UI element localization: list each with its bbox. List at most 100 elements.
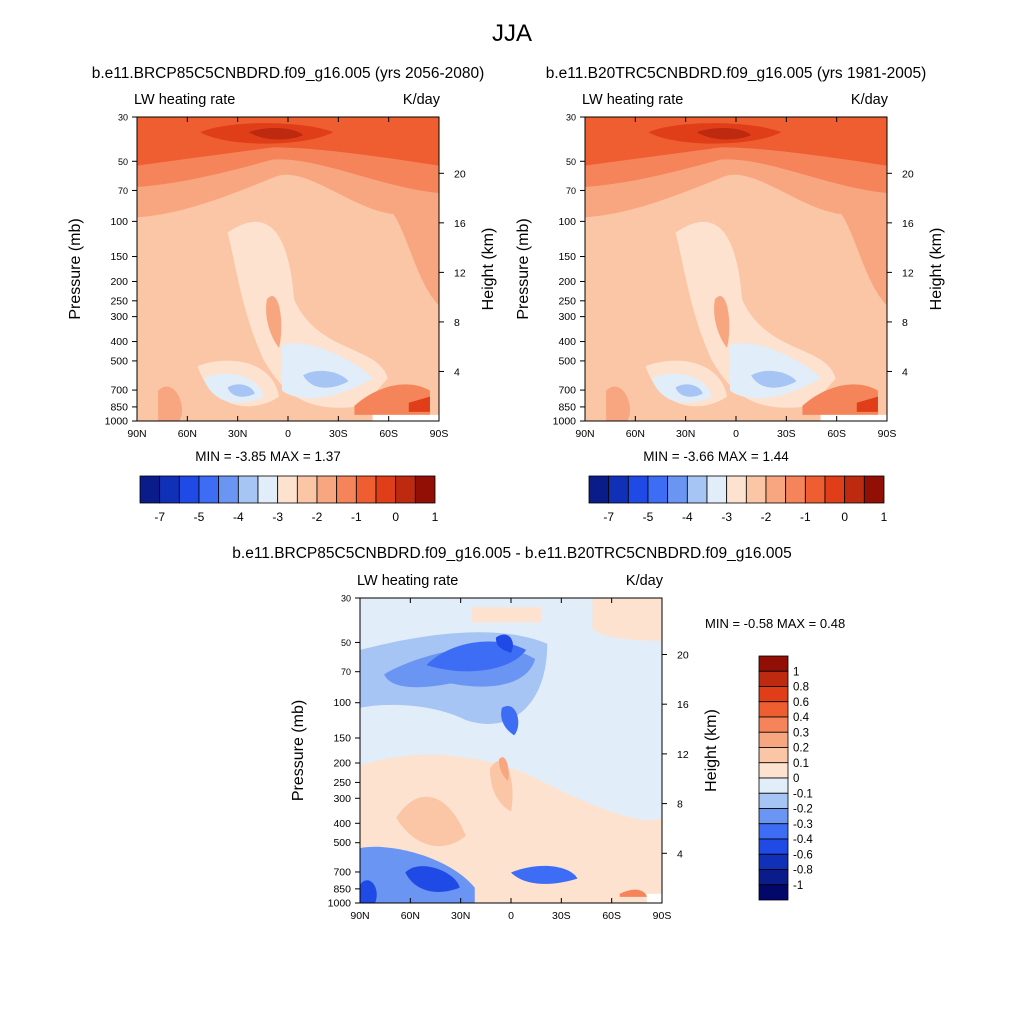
contour-region-12 [714, 296, 730, 349]
panel-title: b.e11.B20TRC5CNBDRD.f09_g16.005 (yrs 198… [546, 65, 927, 82]
colorbar-swatch [758, 884, 789, 901]
min-max-stats: MIN = -3.85 MAX = 1.37 [195, 449, 341, 464]
contour-region-4 [498, 757, 509, 781]
x-tick-label: 90N [350, 910, 369, 922]
colorbar-swatch [296, 475, 318, 504]
x-tick-label: 60N [178, 428, 197, 440]
contour-region-9 [501, 705, 519, 736]
colorbar-swatch [758, 792, 789, 809]
y-tick-label: 150 [333, 732, 351, 744]
units-label: K/day [851, 92, 889, 108]
colorbar-label: -0.2 [793, 804, 813, 816]
x-tick-label: 90S [653, 910, 672, 922]
y-tick-label: 850 [333, 883, 351, 895]
colorbar-label: -0.3 [793, 819, 813, 831]
x-tick-label: 60N [401, 910, 420, 922]
y-tick-label: 50 [566, 157, 576, 167]
colorbar-swatch [758, 670, 789, 687]
y-tick-label: 250 [333, 777, 351, 789]
right-axis-title: Height (km) [480, 228, 497, 311]
contour-field [360, 598, 662, 903]
x-tick-label: 0 [285, 428, 291, 440]
contour-region-5 [227, 384, 255, 397]
colorbar-swatch [706, 475, 728, 504]
contour-region-11 [592, 598, 662, 641]
right-axis-title: Height (km) [928, 228, 945, 311]
contour-region-12 [266, 296, 282, 349]
colorbar-swatch [758, 853, 789, 870]
colorbar-swatch [765, 475, 787, 504]
colorbar-swatch [758, 655, 789, 672]
y-tick-label: 400 [333, 818, 351, 830]
y-axis-title: Pressure (mb) [290, 700, 307, 801]
colorbar-swatch [277, 475, 298, 504]
colorbar-swatch [844, 475, 865, 504]
colorbar-swatch [758, 747, 789, 764]
colorbar-swatch [355, 475, 377, 504]
x-tick-label: 30S [777, 428, 796, 440]
height-tick-label: 8 [454, 317, 460, 329]
colorbar-label: -0.4 [793, 834, 813, 846]
panel-3: b.e11.BRCP85C5CNBDRD.f09_g16.005 - b.e11… [232, 545, 845, 922]
colorbar-swatch [804, 475, 826, 504]
colorbar-swatch [588, 475, 610, 504]
colorbar-label: 0.4 [793, 712, 810, 724]
contour-region-7 [426, 641, 527, 672]
height-tick-label: 12 [677, 749, 689, 761]
height-tick-label: 16 [677, 699, 689, 711]
contour-region-3 [729, 343, 821, 399]
colorbar-label: -5 [643, 510, 654, 524]
x-tick-label: 0 [733, 428, 739, 440]
y-tick-label: 70 [118, 186, 128, 196]
colorbar-swatch [178, 475, 200, 504]
y-tick-label: 300 [110, 311, 128, 323]
x-tick-label: 60N [626, 428, 645, 440]
y-tick-label: 700 [110, 385, 128, 397]
colorbar-swatch [218, 475, 239, 504]
colorbar-label: 0 [841, 510, 848, 524]
y-tick-label: 1000 [328, 898, 352, 910]
colorbar-label: -2 [312, 510, 323, 524]
colorbar-swatch [414, 475, 436, 504]
colorbar-swatch [726, 475, 747, 504]
contour-region-15 [408, 396, 430, 412]
height-tick-label: 20 [902, 168, 914, 180]
colorbar-swatch [824, 475, 846, 504]
colorbar-swatch [375, 475, 397, 504]
variable-label: LW heating rate [134, 92, 235, 108]
height-tick-label: 4 [677, 848, 683, 860]
height-tick-label: 4 [902, 366, 908, 378]
colorbar-swatch [647, 475, 669, 504]
y-tick-label: 400 [110, 336, 128, 348]
colorbar-label: -7 [154, 510, 165, 524]
colorbar-swatch [159, 475, 180, 504]
colorbar-swatch [758, 701, 789, 718]
contour-region-13 [606, 386, 631, 421]
units-label: K/day [626, 573, 664, 589]
contour-region-16 [820, 414, 887, 421]
y-tick-label: 250 [110, 295, 128, 307]
y-tick-label: 100 [110, 216, 128, 228]
colorbar-label: -3 [272, 510, 283, 524]
colorbar-swatch [316, 475, 338, 504]
colorbar-swatch [758, 716, 789, 733]
contour-region-17 [646, 893, 662, 903]
panel-2: b.e11.B20TRC5CNBDRD.f09_g16.005 (yrs 198… [515, 65, 945, 524]
contour-region-5 [675, 384, 703, 397]
contour-region-14 [511, 865, 578, 884]
colorbar-swatch [758, 823, 789, 840]
colorbar-label: -1 [351, 510, 362, 524]
y-tick-label: 50 [118, 157, 128, 167]
colorbar-label: 0 [392, 510, 399, 524]
height-tick-label: 16 [902, 218, 914, 230]
x-tick-label: 90S [430, 428, 449, 440]
colorbar-label: 1 [432, 510, 439, 524]
y-tick-label: 70 [566, 186, 576, 196]
colorbar-label: -0.8 [793, 865, 813, 877]
colorbar-label: -4 [233, 510, 244, 524]
min-max-stats: MIN = -0.58 MAX = 0.48 [705, 616, 845, 631]
x-tick-label: 90N [575, 428, 594, 440]
main-title: JJA [491, 20, 532, 47]
contour-region-6 [303, 370, 349, 388]
